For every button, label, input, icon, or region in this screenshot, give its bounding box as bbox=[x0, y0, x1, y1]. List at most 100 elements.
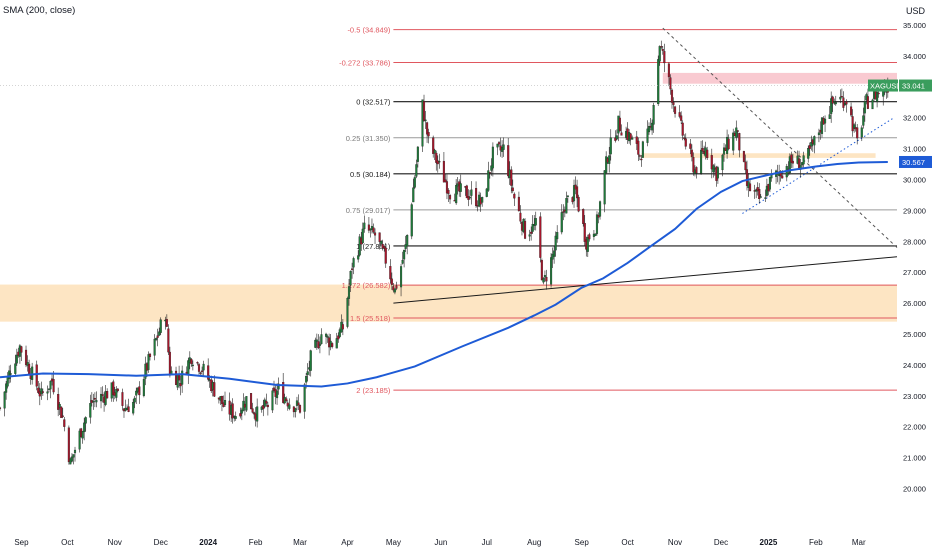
candle-body bbox=[442, 160, 445, 183]
candle-body bbox=[196, 362, 199, 364]
candle-body bbox=[635, 136, 638, 144]
candle-body bbox=[732, 132, 735, 151]
mid-band bbox=[641, 153, 876, 158]
candle-body bbox=[523, 220, 527, 239]
candle-body bbox=[60, 406, 63, 418]
candle-body bbox=[413, 177, 416, 188]
candle-body bbox=[81, 430, 84, 439]
candle-body bbox=[813, 136, 816, 146]
candle-body bbox=[20, 346, 23, 353]
fib-label: -0.272 (33.786) bbox=[339, 59, 391, 68]
candle-body bbox=[52, 379, 55, 393]
candle-body bbox=[380, 241, 383, 244]
x-tick-label: Feb bbox=[249, 538, 263, 547]
candle-body bbox=[135, 390, 138, 396]
y-tick-label: 30.000 bbox=[903, 176, 926, 185]
x-tick-label: Dec bbox=[714, 538, 728, 547]
candle-body bbox=[556, 232, 559, 240]
candle-body bbox=[78, 430, 81, 450]
candle-body bbox=[178, 374, 181, 381]
candle-body bbox=[542, 277, 545, 283]
axes-layer: 35.00034.00033.00032.00031.00030.00029.0… bbox=[14, 21, 926, 547]
candle-body bbox=[392, 286, 395, 291]
candle-body bbox=[745, 169, 749, 186]
candle-body bbox=[389, 266, 392, 280]
candle-body bbox=[497, 142, 501, 145]
candle-body bbox=[415, 164, 418, 177]
candle-body bbox=[637, 140, 640, 155]
candle-body bbox=[465, 185, 468, 199]
candle-body bbox=[31, 366, 34, 380]
candle-body bbox=[156, 335, 159, 338]
candle-body bbox=[531, 223, 534, 232]
candle-body bbox=[710, 155, 713, 170]
candle-body bbox=[351, 268, 354, 270]
candle-body bbox=[448, 195, 452, 200]
candle-body bbox=[35, 364, 38, 387]
last-price-tag bbox=[899, 79, 932, 92]
candle-body bbox=[850, 106, 853, 116]
candle-body bbox=[127, 406, 130, 412]
trendline-2 bbox=[742, 117, 895, 214]
candle-body bbox=[614, 137, 617, 141]
candle-body bbox=[251, 408, 254, 413]
candle-body bbox=[404, 244, 407, 249]
x-tick-label: Nov bbox=[668, 538, 682, 547]
candle-body bbox=[197, 364, 201, 372]
candle-body bbox=[768, 176, 772, 190]
candle-body bbox=[588, 234, 591, 240]
candle-body bbox=[722, 147, 726, 155]
candle-body bbox=[427, 132, 430, 137]
candle-body bbox=[598, 201, 602, 217]
candle-body bbox=[390, 278, 393, 285]
candle-body bbox=[545, 276, 548, 282]
candle-body bbox=[395, 285, 398, 289]
candle-body bbox=[764, 197, 767, 199]
candle-body bbox=[70, 456, 73, 462]
candle-body bbox=[276, 390, 279, 399]
candle-body bbox=[201, 370, 204, 372]
candle-body bbox=[447, 190, 450, 194]
candle-body bbox=[46, 391, 49, 394]
candle-body bbox=[190, 358, 193, 365]
candle-body bbox=[834, 102, 837, 105]
candle-body bbox=[89, 403, 92, 418]
candle-body bbox=[652, 105, 655, 125]
candle-body bbox=[132, 402, 135, 414]
candle-body bbox=[824, 118, 827, 124]
candle-body bbox=[24, 349, 28, 366]
candle-body bbox=[249, 393, 253, 410]
trendlines-layer bbox=[393, 27, 898, 304]
candle-body bbox=[67, 427, 70, 463]
candle-body bbox=[424, 119, 427, 122]
candle-body bbox=[758, 188, 761, 200]
candle-body bbox=[294, 408, 297, 413]
candle-body bbox=[40, 388, 43, 395]
candle-body bbox=[615, 135, 618, 140]
x-tick-label: Oct bbox=[621, 538, 634, 547]
candle-body bbox=[660, 46, 663, 48]
candle-body bbox=[266, 404, 269, 408]
candle-body bbox=[92, 400, 95, 403]
candle-body bbox=[63, 419, 66, 427]
candle-body bbox=[455, 185, 458, 204]
candle-body bbox=[842, 97, 845, 108]
candle-body bbox=[357, 255, 360, 260]
candle-body bbox=[491, 146, 494, 169]
trendline-0 bbox=[393, 256, 898, 304]
candle-body bbox=[191, 364, 194, 367]
y-tick-label: 25.000 bbox=[903, 330, 926, 339]
candle-body bbox=[202, 363, 205, 371]
candle-body bbox=[320, 334, 323, 344]
candle-body bbox=[695, 167, 698, 174]
candle-body bbox=[658, 46, 661, 62]
candle-body bbox=[223, 400, 227, 406]
candle-body bbox=[721, 154, 724, 171]
candle-body bbox=[550, 257, 553, 285]
candle-body bbox=[349, 271, 352, 286]
candle-body bbox=[347, 286, 351, 299]
candle-body bbox=[335, 338, 338, 349]
x-tick-label: Aug bbox=[527, 538, 541, 547]
